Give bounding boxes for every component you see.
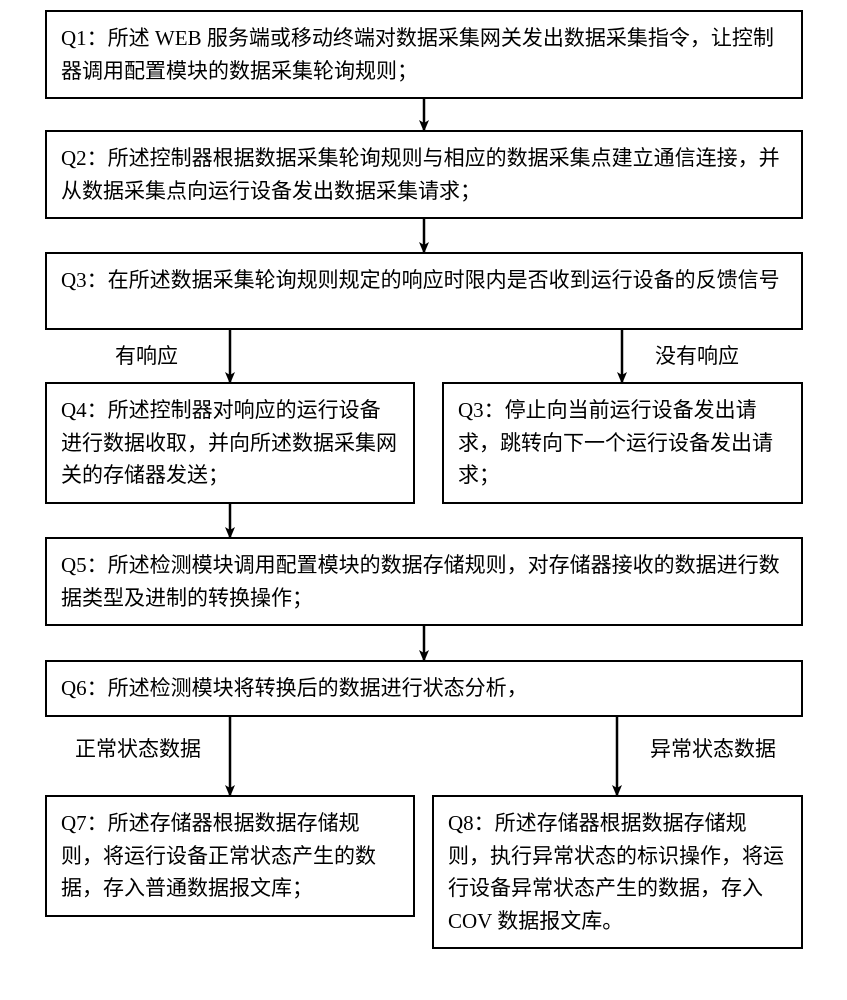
edge-label-e6l: 正常状态数据 <box>75 733 201 763</box>
flow-node-q5: Q5：所述检测模块调用配置模块的数据存储规则，对存储器接收的数据进行数据类型及进… <box>45 537 803 626</box>
flowchart-canvas: Q1：所述 WEB 服务端或移动终端对数据采集网关发出数据采集指令，让控制器调用… <box>0 0 847 1000</box>
edge-label-e6r: 异常状态数据 <box>650 733 776 763</box>
flow-node-q1: Q1：所述 WEB 服务端或移动终端对数据采集网关发出数据采集指令，让控制器调用… <box>45 10 803 99</box>
flow-node-q8: Q8：所述存储器根据数据存储规则，执行异常状态的标识操作，将运行设备异常状态产生… <box>432 795 803 949</box>
edge-label-e3l: 有响应 <box>115 340 178 370</box>
flow-node-text: Q3：在所述数据采集轮询规则规定的响应时限内是否收到运行设备的反馈信号 <box>61 268 780 292</box>
flow-node-q6: Q6：所述检测模块将转换后的数据进行状态分析， <box>45 660 803 717</box>
flow-node-text: Q3：停止向当前运行设备发出请求，跳转向下一个运行设备发出请求； <box>458 398 773 487</box>
flow-node-q3b: Q3：停止向当前运行设备发出请求，跳转向下一个运行设备发出请求； <box>442 382 803 504</box>
flow-node-text: Q2：所述控制器根据数据采集轮询规则与相应的数据采集点建立通信连接，并从数据采集… <box>61 146 780 203</box>
flow-node-text: Q8：所述存储器根据数据存储规则，执行异常状态的标识操作，将运行设备异常状态产生… <box>448 811 784 933</box>
flow-node-text: Q7：所述存储器根据数据存储规则，将运行设备正常状态产生的数据，存入普通数据报文… <box>61 811 376 900</box>
edge-label-e3r: 没有响应 <box>655 340 739 370</box>
flow-node-q3: Q3：在所述数据采集轮询规则规定的响应时限内是否收到运行设备的反馈信号 <box>45 252 803 330</box>
flow-node-q2: Q2：所述控制器根据数据采集轮询规则与相应的数据采集点建立通信连接，并从数据采集… <box>45 130 803 219</box>
flow-node-q7: Q7：所述存储器根据数据存储规则，将运行设备正常状态产生的数据，存入普通数据报文… <box>45 795 415 917</box>
flow-node-text: Q4：所述控制器对响应的运行设备进行数据收取，并向所述数据采集网关的存储器发送； <box>61 398 397 487</box>
flow-node-text: Q1：所述 WEB 服务端或移动终端对数据采集网关发出数据采集指令，让控制器调用… <box>61 26 774 83</box>
flow-node-text: Q5：所述检测模块调用配置模块的数据存储规则，对存储器接收的数据进行数据类型及进… <box>61 553 780 610</box>
flow-node-text: Q6：所述检测模块将转换后的数据进行状态分析， <box>61 676 528 700</box>
flow-node-q4: Q4：所述控制器对响应的运行设备进行数据收取，并向所述数据采集网关的存储器发送； <box>45 382 415 504</box>
